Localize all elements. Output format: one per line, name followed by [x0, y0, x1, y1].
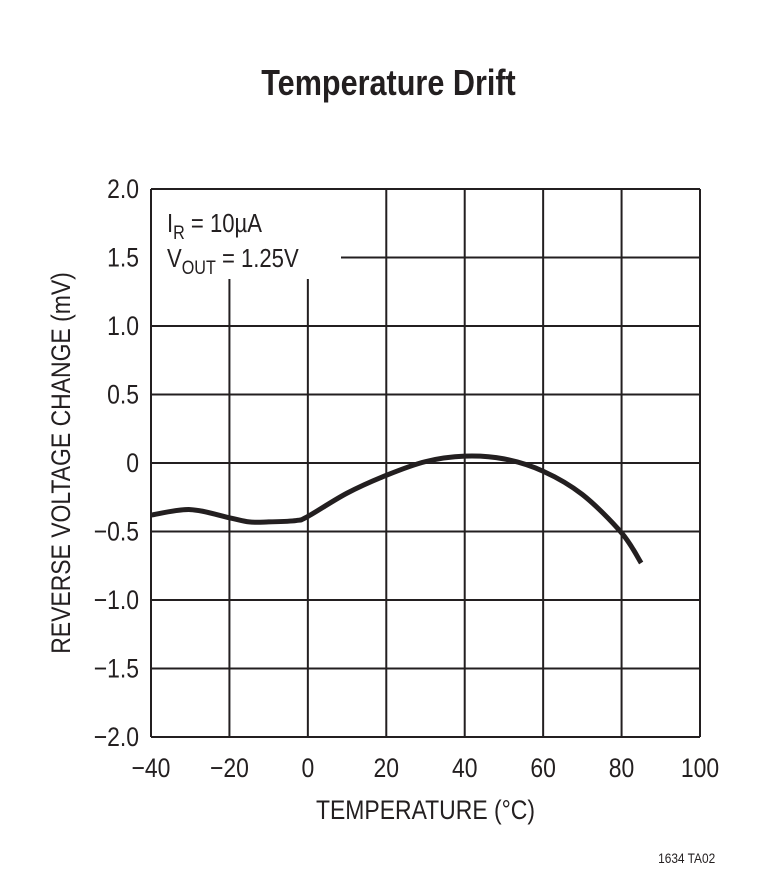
annotation-background — [157, 197, 342, 277]
y-tick-label: −2.0 — [94, 722, 139, 752]
chart-title: Temperature Drift — [261, 62, 516, 103]
y-tick-label: 0 — [126, 448, 139, 478]
y-tick-label: 0.5 — [107, 380, 139, 410]
footnote: 1634 TA02 — [657, 850, 715, 866]
x-tick-label: 80 — [609, 753, 635, 783]
x-tick-label: 40 — [452, 753, 478, 783]
x-tick-label: −20 — [210, 753, 249, 783]
y-tick-label: 1.0 — [107, 311, 139, 341]
x-tick-label: −40 — [132, 753, 171, 783]
y-tick-label: 1.5 — [107, 243, 139, 273]
y-axis-label: REVERSE VOLTAGE CHANGE (mV) — [46, 272, 76, 654]
annotation-current: IR = 10µA — [167, 209, 263, 243]
y-tick-label: −0.5 — [94, 517, 139, 547]
x-tick-label: 0 — [301, 753, 314, 783]
y-tick-label: 2.0 — [107, 174, 139, 204]
annotation-voltage: VOUT = 1.25V — [167, 244, 299, 278]
x-tick-label: 60 — [530, 753, 556, 783]
y-tick-label: −1.5 — [94, 654, 139, 684]
x-tick-label: 100 — [681, 753, 719, 783]
y-tick-label: −1.0 — [94, 585, 139, 615]
x-axis-label: TEMPERATURE (°C) — [316, 795, 535, 825]
series-line-0 — [150, 453, 644, 565]
x-tick-label: 20 — [374, 753, 400, 783]
